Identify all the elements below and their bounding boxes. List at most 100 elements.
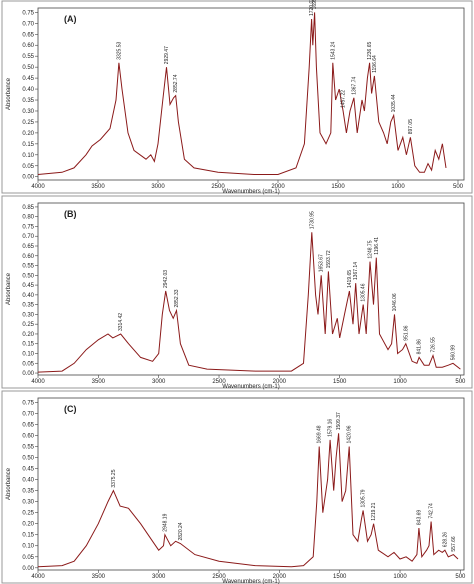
x-tick-label: 2000 <box>273 379 287 385</box>
x-tick-label: 2500 <box>212 379 226 385</box>
peak-label: 628.26 <box>442 532 448 548</box>
peak-label: 1236.65 <box>367 42 373 60</box>
x-tick-label: 500 <box>453 184 464 190</box>
peak-label: 841.86 <box>417 339 423 355</box>
y-tick-label: 0.85 <box>22 205 34 211</box>
y-tick-label: 0.75 <box>22 224 34 230</box>
peak-label: 1593.72 <box>326 250 332 268</box>
peak-label: 1419.65 <box>347 270 353 288</box>
x-tick-label: 3000 <box>152 574 166 580</box>
plot-frame <box>37 397 465 571</box>
peak-label: 1730.95 <box>309 211 315 229</box>
x-tick-label: 4000 <box>31 379 45 385</box>
x-axis-label: Wavenumbers (cm-1) <box>222 384 279 390</box>
peak-label: 1248.75 <box>368 240 374 258</box>
x-axis-label: Wavenumbers (cm-1) <box>222 189 279 195</box>
y-tick-label: 0.40 <box>22 478 34 484</box>
y-tick-label: 0.45 <box>22 76 34 82</box>
spectrum-line <box>37 433 459 568</box>
x-tick-label: 4000 <box>31 184 45 190</box>
peak-label: 1457.22 <box>341 90 347 108</box>
y-tick-label: 0.65 <box>22 422 34 428</box>
x-axis-label: Wavenumbers (cm-1) <box>222 579 279 584</box>
y-tick-label: 0.30 <box>22 109 34 115</box>
spectrum-line <box>37 12 447 175</box>
y-tick-label: 0.70 <box>22 21 34 27</box>
panel-label: (B) <box>64 209 77 219</box>
peak-label: 2852.74 <box>173 74 179 92</box>
y-tick-label: 0.60 <box>22 433 34 439</box>
y-axis-label: Absorbance <box>6 77 12 110</box>
x-tick-label: 4000 <box>31 574 45 580</box>
x-tick-label: 1000 <box>391 184 405 190</box>
x-tick-label: 2000 <box>271 184 285 190</box>
y-axis-label: Absorbance <box>6 272 12 305</box>
y-tick-label: 0.00 <box>22 371 34 377</box>
peak-label: 726.55 <box>431 337 437 353</box>
y-tick-label: 0.55 <box>22 264 34 270</box>
y-tick-label: 0.30 <box>22 312 34 318</box>
x-tick-label: 3500 <box>92 379 106 385</box>
y-tick-label: 0.45 <box>22 467 34 473</box>
x-tick-label: 1000 <box>393 574 407 580</box>
y-tick-label: 0.00 <box>22 175 34 181</box>
peak-label: 1196.41 <box>374 237 380 255</box>
x-tick-label: 1000 <box>393 379 407 385</box>
peak-label: 951.86 <box>403 325 409 341</box>
peak-label: 3375.25 <box>111 469 117 487</box>
y-tick-label: 0.05 <box>22 361 34 367</box>
peak-label: 2852.33 <box>174 289 180 307</box>
peak-label: 2942.03 <box>163 270 169 288</box>
y-tick-label: 0.10 <box>22 544 34 550</box>
x-tick-label: 1500 <box>333 379 347 385</box>
y-tick-label: 0.35 <box>22 489 34 495</box>
x-tick-label: 500 <box>455 574 466 580</box>
peak-label: 3325.53 <box>116 42 122 60</box>
y-tick-label: 0.20 <box>22 522 34 528</box>
y-tick-label: 0.25 <box>22 120 34 126</box>
peak-label: 1669.48 <box>317 425 323 443</box>
panel-border <box>1 0 473 194</box>
x-tick-label: 3000 <box>151 184 165 190</box>
peak-label: 1219.21 <box>371 502 377 520</box>
y-tick-label: 0.15 <box>22 533 34 539</box>
x-tick-label: 3500 <box>92 574 106 580</box>
peak-label: 2929.47 <box>164 46 170 64</box>
y-tick-label: 0.75 <box>22 400 34 406</box>
y-tick-label: 0.30 <box>22 500 34 506</box>
y-tick-label: 0.55 <box>22 54 34 60</box>
x-tick-label: 2500 <box>212 574 226 580</box>
peak-label: 1305.46 <box>361 283 367 301</box>
peak-label: 2948.19 <box>162 513 168 531</box>
peak-label: 3314.42 <box>118 313 124 331</box>
peak-label: 1695.21 <box>312 0 318 9</box>
x-tick-label: 3500 <box>91 184 105 190</box>
panel-label: (A) <box>64 14 77 24</box>
x-tick-label: 3000 <box>152 379 166 385</box>
peak-label: 1196.64 <box>372 55 378 73</box>
peak-label: 742.74 <box>429 503 435 519</box>
y-tick-label: 0.20 <box>22 131 34 137</box>
y-tick-label: 0.80 <box>22 215 34 221</box>
y-tick-label: 0.70 <box>22 411 34 417</box>
panel-label: (C) <box>64 404 77 414</box>
peak-label: 1305.79 <box>361 489 367 507</box>
peak-label: 1720.03 <box>309 0 315 16</box>
y-tick-label: 0.15 <box>22 142 34 148</box>
y-axis-label: Absorbance <box>6 467 12 500</box>
peak-label: 1367.74 <box>351 77 357 95</box>
peak-label: 1035.44 <box>391 94 397 112</box>
y-tick-label: 0.75 <box>22 10 34 16</box>
plot-frame <box>37 7 465 181</box>
peak-label: 1653.67 <box>319 254 325 272</box>
y-tick-label: 0.40 <box>22 87 34 93</box>
y-tick-label: 0.40 <box>22 293 34 299</box>
y-tick-label: 0.50 <box>22 456 34 462</box>
panel-border <box>1 195 473 389</box>
y-tick-label: 0.55 <box>22 445 34 451</box>
y-tick-label: 0.10 <box>22 352 34 358</box>
x-tick-label: 2500 <box>211 184 225 190</box>
peak-label: 560.99 <box>451 345 457 361</box>
x-tick-label: 1500 <box>333 574 347 580</box>
